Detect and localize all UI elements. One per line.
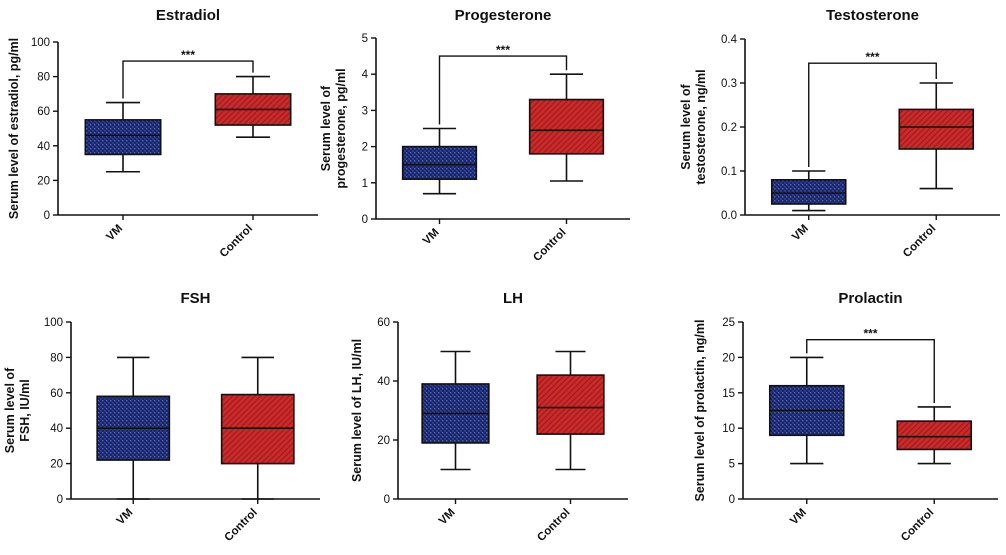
iqr-box [84,119,162,156]
y-tick-label: 20 [722,352,735,364]
box-vm [421,350,490,471]
y-tick-label: 80 [37,72,50,84]
y-axis-label: testosterone, ng/ml [694,69,708,184]
panel-prolactin: Prolactin Serum level of prolactin, ng/ml… [693,290,998,544]
panel-title: FSH [181,290,211,307]
panel-estradiol: Estradiol Serum level of estradiol, pg/ml… [7,7,318,260]
y-tick-label: 15 [722,388,735,400]
x-tick-label: Control [222,507,259,544]
y-tick-label: 0 [384,494,390,506]
box-control [896,406,973,465]
y-tick-label: 0.3 [721,78,737,90]
box-vm [96,356,171,500]
panel-title: Estradiol [156,7,220,24]
significance-label: *** [863,327,877,341]
y-axis-label: Serum level of prolactin, ng/ml [693,320,707,502]
y-tick-label: 1 [362,178,368,190]
y-tick-label: 2 [362,142,368,154]
y-tick-label: 5 [362,33,368,45]
significance-bracket [808,62,937,167]
panel-progesterone: Progesterone Serum level of progesterone, … [319,7,630,264]
panel-lh: LH Serum level of LH, IU/ml 0 20 40 60 VM Contr… [350,290,628,544]
panel-fsh: FSH Serum level of FSH, IU/ml 0 20 40 60 80 100 V… [3,290,320,544]
y-tick-label: 0.4 [721,34,738,46]
iqr-box [898,108,975,150]
iqr-box [770,179,847,205]
y-tick-label: 4 [362,69,369,81]
x-tick-label: Control [531,227,568,264]
x-tick-label: VM [115,507,136,528]
y-tick-label: 0 [362,214,368,226]
box-control [536,350,605,471]
x-tick-label: VM [421,227,442,248]
iqr-box [896,420,973,451]
y-tick-label: 0 [44,210,50,222]
panel-title: Prolactin [838,290,902,307]
y-tick-label: 0 [57,494,63,506]
panel-title: Progesterone [455,7,552,24]
significance-bracket [438,55,568,125]
y-tick-label: 60 [377,317,390,329]
y-axis-label: Serum level of LH, IU/ml [350,339,364,482]
y-tick-label: 40 [377,376,390,388]
y-tick-label: 0.2 [721,122,737,134]
y-axis-label: progesterone, pg/ml [334,68,348,188]
y-tick-label: 40 [37,141,50,153]
y-tick-label: 20 [377,435,390,447]
y-tick-label: 20 [50,459,63,471]
x-tick-label: Control [218,223,255,260]
box-vm [84,101,162,173]
significance-label: *** [865,50,879,64]
y-tick-label: 0.0 [721,210,737,222]
y-axis-label: Serum level of [679,83,693,169]
iqr-box [401,145,478,180]
y-tick-label: 40 [50,423,63,435]
box-vm [770,170,847,212]
y-tick-label: 3 [362,105,368,117]
y-tick-label: 60 [37,106,50,118]
x-tick-label: Control [901,223,938,260]
iqr-box [528,98,605,155]
y-tick-label: 100 [31,37,50,49]
box-control [214,75,292,138]
y-tick-label: 80 [50,352,63,364]
x-tick-label: Control [535,507,572,544]
significance-bracket [806,339,935,403]
x-tick-label: VM [790,223,811,244]
panel-title: Testosterone [826,7,919,24]
y-tick-label: 25 [722,317,735,329]
box-control [220,356,295,500]
significance-bracket [122,60,254,99]
x-tick-label: VM [437,507,458,528]
box-vm [401,127,478,195]
y-tick-label: 0.1 [721,166,737,178]
box-vm [768,356,845,465]
y-tick-label: 5 [729,459,735,471]
x-tick-label: VM [788,507,809,528]
y-tick-label: 60 [50,388,63,400]
y-tick-label: 20 [37,175,50,187]
y-tick-label: 0 [729,494,735,506]
x-tick-label: Control [899,507,936,544]
panel-testosterone: Testosterone Serum level of testosterone, … [679,7,1000,260]
y-axis-label: Serum level of [319,85,333,171]
box-control [898,82,975,190]
y-tick-label: 10 [722,423,735,435]
significance-label: *** [496,43,510,57]
x-tick-label: VM [104,223,125,244]
y-axis-label: Serum level of [3,367,17,453]
y-tick-label: 100 [44,317,63,329]
y-axis-label: Serum level of estradiol, pg/ml [7,38,21,219]
iqr-box [220,393,295,465]
significance-label: *** [181,48,195,62]
iqr-box [536,374,605,435]
y-axis-label: FSH, IU/ml [18,379,32,442]
panel-title: LH [503,290,523,307]
box-control [528,73,605,182]
